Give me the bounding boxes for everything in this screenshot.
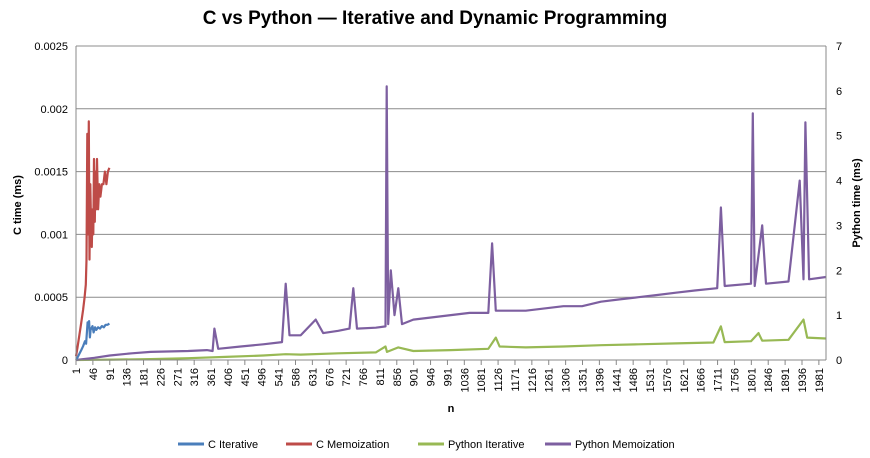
x-tick-label: 1126 — [493, 368, 505, 392]
x-tick-label: 901 — [409, 368, 421, 386]
x-tick-label: 316 — [189, 368, 201, 386]
x-tick-label: 1441 — [611, 368, 623, 392]
y-left-tick-label: 0.001 — [40, 229, 68, 241]
x-tick-label: 766 — [358, 368, 370, 386]
y-axis-right-label: Python time (ms) — [851, 158, 863, 248]
x-tick-label: 1846 — [763, 368, 775, 392]
x-tick-label: 361 — [206, 368, 218, 386]
y-right-tick-label: 2 — [836, 265, 842, 277]
x-tick-label: 496 — [257, 368, 269, 386]
x-tick-label: 1711 — [713, 368, 725, 392]
series-line-c-iterative — [75, 320, 110, 361]
y-left-tick-label: 0.002 — [40, 104, 68, 116]
x-tick-label: 1171 — [510, 368, 522, 392]
x-tick-label: 1216 — [527, 368, 539, 392]
x-tick-label: 1801 — [746, 368, 758, 392]
y-right-tick-label: 0 — [836, 355, 842, 367]
x-tick-label: 1 — [71, 368, 83, 374]
x-tick-label: 91 — [105, 368, 117, 380]
legend-label: Python Memoization — [575, 439, 675, 451]
legend: C Iterative C Memoization Python Iterative… — [178, 439, 675, 451]
gridlines — [76, 45, 826, 361]
x-tick-label: 946 — [426, 368, 438, 386]
x-axis-label: n — [448, 403, 455, 415]
x-tick-label: 1261 — [544, 368, 556, 392]
x-axis: 1 46 91 136 181 226 271 316 361 406 451 496 541 586 63… — [71, 46, 827, 392]
y-axis-left-label: C time (ms) — [12, 175, 24, 235]
x-tick-label: 1756 — [729, 368, 741, 392]
x-tick-label: 1531 — [645, 368, 657, 392]
x-tick-label: 721 — [341, 368, 353, 386]
x-tick-label: 676 — [324, 368, 336, 386]
y-right-tick-label: 3 — [836, 220, 842, 232]
plot-series — [74, 85, 827, 362]
x-tick-label: 1486 — [628, 368, 640, 392]
x-tick-label: 226 — [155, 368, 167, 386]
x-tick-label: 1621 — [679, 368, 691, 392]
x-tick-label: 181 — [139, 368, 151, 386]
legend-label: C Iterative — [208, 439, 258, 451]
x-tick-label: 451 — [240, 368, 252, 386]
right-axis: 0 1 2 3 4 5 6 7 — [836, 41, 842, 367]
series-line-python-iterative — [75, 318, 827, 362]
series-line-c-memoization — [74, 120, 111, 357]
chart-title: C vs Python — Iterative and Dynamic Prog… — [203, 8, 668, 29]
y-left-tick-label: 0.0005 — [34, 292, 68, 304]
x-tick-label: 1351 — [578, 368, 590, 392]
x-tick-label: 136 — [122, 368, 134, 386]
x-tick-label: 991 — [442, 368, 454, 386]
legend-label: C Memoization — [316, 439, 389, 451]
x-tick-label: 1666 — [696, 368, 708, 392]
x-tick-label: 46 — [88, 368, 100, 380]
x-tick-label: 1981 — [814, 368, 826, 392]
x-tick-label: 811 — [375, 368, 387, 386]
x-tick-label: 1396 — [594, 368, 606, 392]
series-line-python-memoization — [75, 85, 827, 362]
x-tick-label: 856 — [392, 368, 404, 386]
y-right-tick-label: 1 — [836, 310, 842, 322]
x-tick-label: 541 — [274, 368, 286, 386]
x-tick-label: 406 — [223, 368, 235, 386]
left-axis: 0 0.0005 0.001 0.0015 0.002 0.0025 — [34, 41, 68, 367]
y-right-tick-label: 5 — [836, 131, 842, 143]
x-tick-label: 1306 — [561, 368, 573, 392]
legend-label: Python Iterative — [448, 439, 524, 451]
y-left-tick-label: 0 — [62, 355, 68, 367]
y-right-tick-label: 6 — [836, 86, 842, 98]
y-left-tick-label: 0.0025 — [34, 41, 68, 53]
y-right-tick-label: 7 — [836, 41, 842, 53]
x-tick-label: 271 — [172, 368, 184, 386]
x-tick-label: 1081 — [476, 368, 488, 392]
y-right-tick-label: 4 — [836, 176, 842, 188]
x-tick-label: 586 — [290, 368, 302, 386]
x-tick-label: 1936 — [797, 368, 809, 392]
x-tick-label: 631 — [307, 368, 319, 386]
x-tick-label: 1891 — [780, 368, 792, 392]
y-left-tick-label: 0.0015 — [34, 167, 68, 179]
x-tick-label: 1036 — [459, 368, 471, 392]
x-tick-label: 1576 — [662, 368, 674, 392]
